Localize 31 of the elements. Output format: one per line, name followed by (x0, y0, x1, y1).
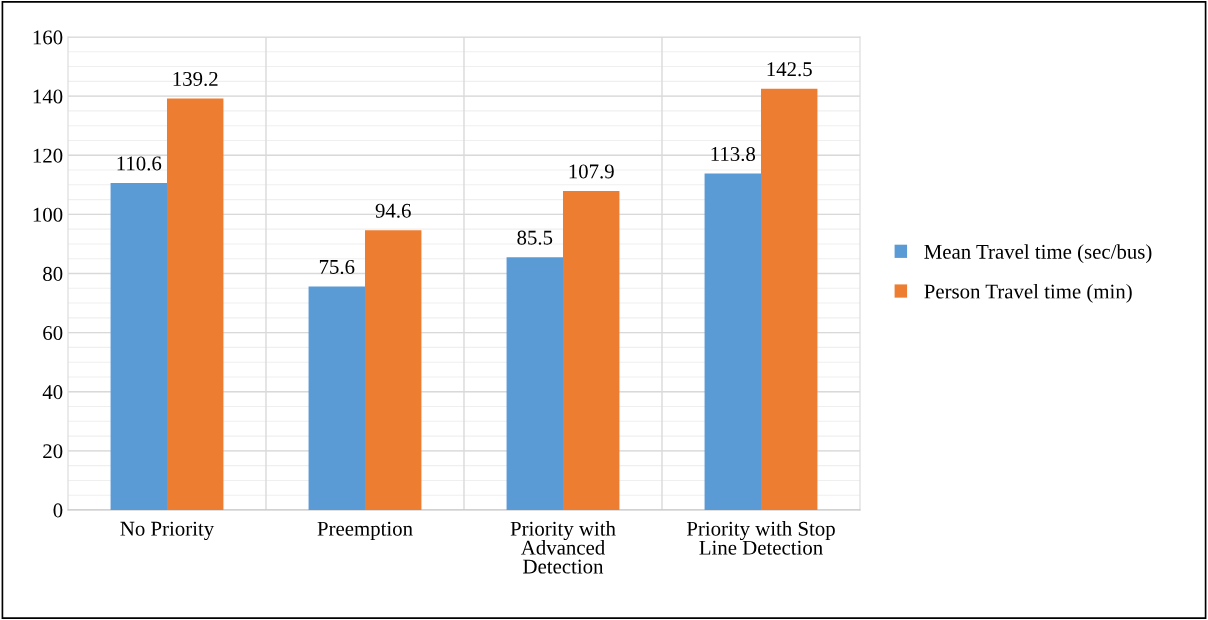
bar (704, 173, 761, 510)
legend-label: Mean Travel time (sec/bus) (924, 244, 1152, 264)
x-tick-label: No Priority (120, 521, 215, 540)
data-label: 139.2 (173, 71, 218, 87)
y-tick-label: 100 (33, 207, 63, 222)
data-label: 85.5 (517, 230, 553, 245)
data-label: 75.6 (319, 259, 355, 275)
bar (167, 98, 224, 510)
x-tick-label: Priority with Stop Line Detection (686, 521, 835, 555)
bar (308, 286, 365, 510)
y-tick-label: 20 (43, 444, 63, 459)
y-tick-label: 160 (33, 30, 63, 45)
data-label: 142.5 (767, 62, 812, 77)
bar (563, 191, 620, 510)
bar (761, 88, 818, 510)
bar (506, 257, 563, 510)
x-tick-label: Preemption (317, 521, 413, 540)
bar (110, 183, 167, 510)
y-tick-label: 0 (53, 503, 63, 518)
data-label: 107.9 (569, 164, 614, 179)
bar (365, 230, 422, 510)
y-tick-label: 60 (43, 326, 63, 341)
data-label: 113.8 (711, 146, 756, 162)
x-tick-label: Priority with Advanced Detection (510, 521, 616, 574)
y-tick-label: 40 (42, 385, 63, 400)
data-label: 94.6 (375, 203, 411, 218)
y-tick-label: 80 (43, 266, 63, 281)
legend-label: Person Travel time (min) (924, 283, 1132, 303)
y-tick-label: 140 (33, 89, 63, 104)
y-tick-label: 120 (33, 148, 63, 163)
data-label: 110.6 (117, 156, 162, 171)
